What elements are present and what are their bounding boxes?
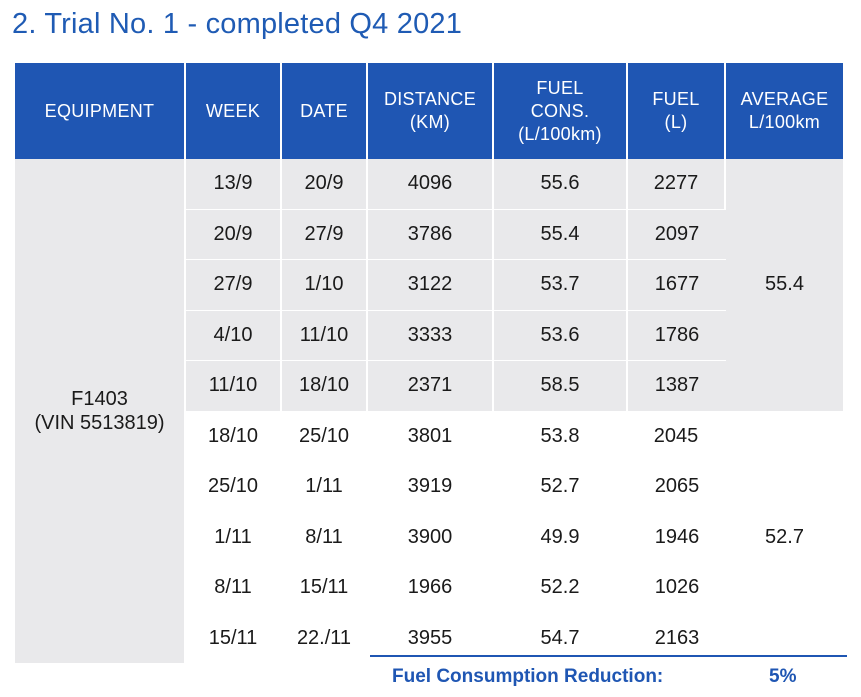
cell-distance: 3333: [368, 310, 494, 361]
cell-fuel: 2097: [628, 209, 726, 260]
equipment-label: (VIN 5513819): [34, 412, 165, 434]
table-row: 11/10 18/10 2371 58.5 1387: [15, 361, 843, 412]
fuel-reduction-value: 5%: [769, 666, 797, 687]
header-distance: DISTANCE (KM): [368, 63, 494, 159]
table-row: 1/11 8/11 3900 49.9 1946: [15, 512, 843, 563]
table-row: 20/9 27/9 3786 55.4 2097: [15, 209, 843, 260]
footer-divider: [370, 655, 847, 657]
cell-date: 1/11: [282, 462, 368, 513]
cell-fuel-cons: 49.9: [494, 512, 628, 563]
cell-date: 20/9: [282, 159, 368, 210]
cell-distance: 3122: [368, 260, 494, 311]
cell-date: 1/10: [282, 260, 368, 311]
cell-date: 18/10: [282, 361, 368, 412]
average-cell: 55.4: [726, 159, 843, 412]
cell-fuel-cons: 58.5: [494, 361, 628, 412]
cell-distance: 2371: [368, 361, 494, 412]
cell-date: 11/10: [282, 310, 368, 361]
cell-fuel-cons: 52.2: [494, 563, 628, 614]
cell-distance: 3801: [368, 411, 494, 462]
cell-distance: 3955: [368, 613, 494, 664]
cell-week: 15/11: [186, 613, 282, 664]
cell-fuel: 2163: [628, 614, 726, 664]
table-row: 4/10 11/10 3333 53.6 1786: [15, 310, 843, 361]
table-row: F1403 (VIN 5513819) 13/9 20/9 4096 55.6 2277 55…: [15, 159, 843, 664]
header-fuel-cons: FUEL CONS. (L/100km): [494, 63, 628, 159]
table-row: 25/10 1/11 3919 52.7 2065: [15, 462, 843, 513]
cell-fuel-cons: 53.6: [494, 310, 628, 361]
cell-date: 15/11: [282, 563, 368, 614]
table-row: 27/9 1/10 3122 53.7 1677: [15, 260, 843, 311]
average-cell: 52.7: [726, 411, 843, 664]
fuel-trial-table: EQUIPMENT WEEK DATE DISTANCE (KM) FUEL CON…: [15, 63, 843, 664]
cell-week: 20/9: [186, 209, 282, 260]
cell-fuel: 2277: [628, 159, 726, 210]
header-equipment: EQUIPMENT: [15, 63, 186, 159]
cell-distance: 3919: [368, 462, 494, 513]
cell-week: 18/10: [186, 411, 282, 462]
cell-distance: 3786: [368, 209, 494, 260]
cell-fuel-cons: 54.7: [494, 613, 628, 664]
cell-date: 22./11: [282, 613, 368, 664]
table-row: 8/11 15/11 1966 52.2 1026: [15, 563, 843, 614]
cell-fuel: 1677: [628, 260, 726, 311]
header-date: DATE: [282, 63, 368, 159]
cell-fuel: 2065: [628, 462, 726, 513]
cell-week: 13/9: [186, 159, 282, 210]
table-header-row: EQUIPMENT WEEK DATE DISTANCE (KM) FUEL CON…: [15, 63, 843, 159]
fuel-reduction-label: Fuel Consumption Reduction:: [392, 666, 664, 687]
table-row: 15/11 22./11 3955 54.7 2163: [15, 613, 843, 664]
cell-distance: 1966: [368, 563, 494, 614]
cell-week: 27/9: [186, 260, 282, 311]
cell-distance: 4096: [368, 159, 494, 210]
cell-fuel-cons: 55.4: [494, 209, 628, 260]
cell-fuel-cons: 53.7: [494, 260, 628, 311]
cell-fuel-cons: 52.7: [494, 462, 628, 513]
cell-week: 11/10: [186, 361, 282, 412]
cell-week: 8/11: [186, 563, 282, 614]
cell-week: 25/10: [186, 462, 282, 513]
page-title: 2. Trial No. 1 - completed Q4 2021: [12, 8, 463, 40]
cell-date: 25/10: [282, 411, 368, 462]
cell-date: 8/11: [282, 512, 368, 563]
cell-date: 27/9: [282, 209, 368, 260]
cell-distance: 3900: [368, 512, 494, 563]
cell-week: 4/10: [186, 310, 282, 361]
equipment-cell: F1403 (VIN 5513819): [15, 159, 186, 664]
table-row: 18/10 25/10 3801 53.8 2045 52.7: [15, 411, 843, 664]
header-fuel: FUEL (L): [628, 63, 726, 159]
header-week: WEEK: [186, 63, 282, 159]
cell-fuel: 1026: [628, 563, 726, 614]
cell-week: 1/11: [186, 512, 282, 563]
cell-fuel: 1946: [628, 513, 726, 563]
cell-fuel: 1387: [628, 361, 726, 412]
cell-fuel: 2045: [628, 411, 726, 462]
cell-fuel: 1786: [628, 310, 726, 361]
header-average: AVERAGE L/100km: [726, 63, 843, 159]
cell-fuel-cons: 53.8: [494, 411, 628, 462]
cell-fuel-cons: 55.6: [494, 159, 628, 210]
equipment-label: F1403: [71, 388, 128, 410]
